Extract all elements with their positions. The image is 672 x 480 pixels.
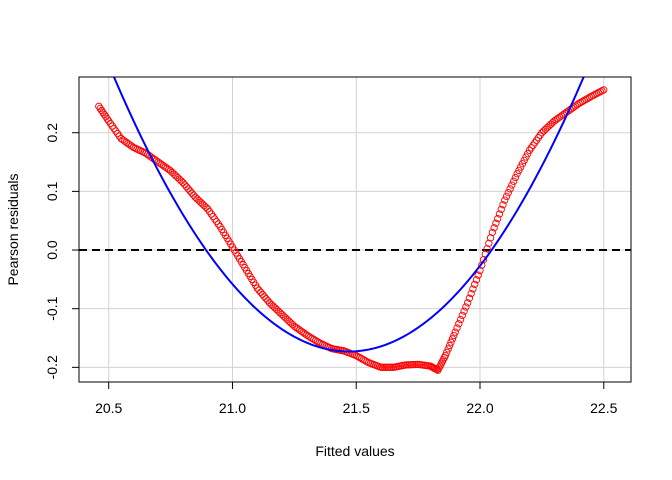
- residual-point-241: [506, 185, 514, 193]
- residual-point-95: [260, 292, 268, 301]
- residual-point-53: [186, 187, 194, 195]
- y-axis-label: Pearson residuals: [5, 173, 21, 285]
- residual-points: [95, 86, 608, 374]
- residual-point-167: [387, 363, 396, 371]
- residual-point-281: [577, 98, 585, 107]
- residual-point-221: [471, 280, 479, 289]
- residual-point-220: [469, 285, 477, 293]
- residual-point-230: [486, 234, 495, 242]
- x-axis-label: Fitted values: [315, 443, 394, 459]
- residual-point-119: [303, 331, 311, 339]
- residual-point-222: [472, 276, 481, 284]
- residual-point-240: [504, 188, 512, 197]
- y-tick-label-1: -0.1: [44, 296, 60, 320]
- residual-point-124: [311, 336, 320, 345]
- residual-point-216: [462, 303, 470, 311]
- y-axis: -0.2 -0.1 0.0 0.1 0.2: [44, 123, 80, 379]
- residual-point-210: [451, 328, 459, 336]
- residual-point-243: [509, 177, 518, 185]
- residual-point-242: [508, 181, 516, 189]
- residual-point-148: [354, 352, 362, 361]
- residual-point-93: [257, 288, 265, 296]
- residual-point-207: [447, 338, 455, 346]
- residual-point-97: [264, 297, 272, 305]
- residual-point-120: [304, 332, 313, 340]
- residual-point-244: [511, 173, 520, 182]
- residual-point-161: [377, 363, 385, 371]
- x-tick-label-0: 20.5: [95, 400, 122, 416]
- residual-point-223: [474, 271, 482, 279]
- residual-point-279: [573, 101, 581, 109]
- residual-point-62: [202, 203, 210, 211]
- residual-point-96: [262, 294, 270, 303]
- residual-point-209: [450, 331, 458, 340]
- residual-point-231: [488, 228, 497, 237]
- residual-point-226: [479, 256, 488, 264]
- residual-point-51: [182, 183, 191, 191]
- residual-point-164: [382, 363, 390, 371]
- residual-point-204: [443, 348, 451, 356]
- x-tick-label-4: 22.5: [590, 400, 617, 416]
- residual-point-54: [188, 189, 196, 197]
- residual-point-91: [253, 284, 261, 292]
- residual-point-49: [179, 178, 187, 187]
- residual-point-150: [357, 354, 366, 363]
- x-tick-label-2: 21.5: [343, 400, 370, 416]
- residual-point-163: [380, 363, 389, 371]
- residual-point-94: [258, 290, 267, 299]
- smooth-curve: [112, 77, 585, 353]
- x-axis: 20.5 21.0 21.5 22.0 22.5: [95, 381, 618, 416]
- residual-point-229: [485, 239, 493, 247]
- residual-point-123: [310, 335, 318, 344]
- residual-point-55: [189, 191, 198, 199]
- residual-point-217: [463, 299, 472, 307]
- residual-point-50: [181, 181, 189, 189]
- residual-point-121: [306, 333, 314, 341]
- residual-point-237: [499, 201, 507, 209]
- residual-point-205: [444, 345, 452, 353]
- residual-point-212: [455, 320, 463, 328]
- residual-point-215: [460, 307, 468, 315]
- residual-point-282: [578, 97, 587, 106]
- x-tick-label-1: 21.0: [219, 400, 246, 416]
- residual-point-213: [456, 315, 465, 324]
- residual-point-151: [359, 355, 367, 364]
- residual-point-52: [184, 185, 192, 193]
- residual-point-236: [497, 205, 505, 214]
- residual-point-165: [384, 363, 392, 371]
- residual-point-294: [600, 86, 608, 94]
- residual-point-162: [379, 363, 387, 371]
- residual-point-284: [582, 95, 590, 104]
- residual-point-293: [598, 87, 606, 95]
- residual-point-214: [458, 311, 466, 320]
- residual-point-166: [386, 363, 394, 371]
- residual-point-283: [580, 96, 588, 105]
- residual-point-239: [502, 192, 511, 201]
- y-tick-label-4: 0.2: [44, 123, 60, 143]
- residual-point-233: [492, 219, 500, 227]
- residual-point-208: [448, 335, 457, 343]
- residual-point-292: [596, 88, 604, 96]
- y-tick-label-0: -0.2: [44, 355, 60, 379]
- residual-point-235: [495, 210, 504, 218]
- x-tick-label-3: 22.0: [466, 400, 493, 416]
- residual-point-147: [352, 351, 360, 360]
- residual-point-206: [445, 341, 454, 350]
- y-tick-label-2: 0.0: [44, 240, 60, 260]
- residual-point-228: [483, 245, 491, 253]
- residual-point-234: [494, 214, 502, 223]
- residual-point-203: [441, 351, 449, 360]
- residual-point-218: [465, 294, 474, 302]
- residual-point-122: [308, 334, 316, 342]
- residual-point-149: [356, 353, 364, 362]
- residual-point-238: [501, 196, 509, 204]
- y-tick-label-3: 0.1: [44, 181, 60, 201]
- smooth-curve-group: [112, 77, 585, 353]
- residual-point-211: [453, 324, 461, 332]
- residual-point-280: [575, 99, 583, 108]
- residual-point-92: [255, 286, 263, 294]
- residual-point-219: [467, 289, 475, 298]
- residual-point-232: [490, 224, 498, 232]
